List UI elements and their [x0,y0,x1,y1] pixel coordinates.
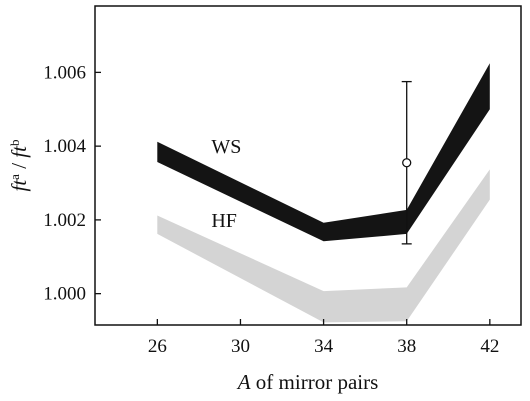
y-tick-label: 1.000 [43,284,86,305]
series-label-ws: WS [211,136,241,158]
band-ws [157,63,490,242]
series-label-hf: HF [211,210,237,232]
y-tick-label: 1.006 [43,62,86,83]
y-axis-label: fta / ftb [7,140,32,192]
x-tick-label: 30 [231,336,250,357]
bands-layer [157,63,490,323]
x-tick-label: 34 [314,336,334,357]
x-tick-label: 42 [480,336,499,357]
x-tick-label: 38 [397,336,416,357]
x-tick-label: 26 [148,336,167,357]
band-hf [157,169,490,323]
y-axis-ticks: 1.000 1.002 1.004 1.006 [43,62,101,305]
plot-frame [94,5,522,326]
x-axis-label: A of mirror pairs [236,370,379,394]
x-axis-ticks: 26 30 34 38 42 [148,319,499,357]
measurement-error-bar [401,80,412,245]
y-tick-label: 1.002 [43,210,86,231]
measurement-point [402,158,412,168]
y-tick-label: 1.004 [43,136,86,157]
